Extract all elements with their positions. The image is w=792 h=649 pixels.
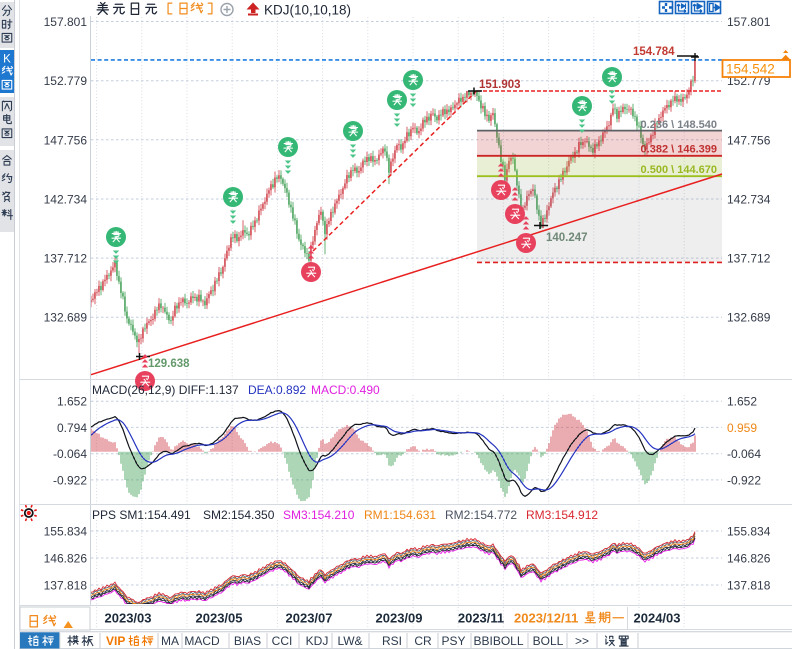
svg-text:0.794: 0.794	[57, 421, 87, 435]
svg-text:2024/03: 2024/03	[634, 611, 681, 626]
svg-text:-0.064: -0.064	[53, 447, 87, 461]
svg-text:PPS SM1:154.491: PPS SM1:154.491	[92, 508, 191, 522]
svg-text:142.734: 142.734	[44, 192, 88, 206]
svg-text:0.500 \ 144.670: 0.500 \ 144.670	[641, 164, 717, 176]
svg-text:DEA:0.892: DEA:0.892	[248, 383, 306, 397]
svg-text:154.784: 154.784	[633, 46, 675, 58]
svg-text:VIP: VIP	[106, 634, 125, 648]
svg-text:155.834: 155.834	[44, 525, 88, 539]
svg-text:147.756: 147.756	[727, 133, 771, 147]
svg-text:RSI: RSI	[382, 634, 402, 648]
svg-text:132.689: 132.689	[727, 311, 771, 325]
svg-text:129.638: 129.638	[148, 358, 190, 370]
svg-text:140.247: 140.247	[546, 232, 588, 244]
svg-text:0.382 \ 146.399: 0.382 \ 146.399	[641, 144, 717, 156]
svg-text:137.818: 137.818	[727, 579, 771, 593]
svg-text:137.712: 137.712	[44, 252, 88, 266]
svg-text:142.734: 142.734	[727, 192, 771, 206]
svg-text:2023/07: 2023/07	[286, 611, 333, 626]
svg-text:2023/05: 2023/05	[196, 611, 243, 626]
svg-text:-0.064: -0.064	[727, 447, 761, 461]
svg-text:K: K	[3, 54, 11, 66]
svg-text:137.818: 137.818	[44, 579, 88, 593]
svg-text:2023/03: 2023/03	[105, 611, 152, 626]
svg-text:BIAS: BIAS	[234, 634, 261, 648]
svg-text:2023/11: 2023/11	[458, 611, 504, 626]
svg-text:PSY: PSY	[441, 634, 465, 648]
svg-text:>>: >>	[575, 634, 589, 648]
svg-text:CR: CR	[414, 634, 432, 648]
svg-text:RM2:154.772: RM2:154.772	[445, 508, 517, 522]
svg-text:2023/12/11: 2023/12/11	[514, 611, 578, 626]
svg-text:151.903: 151.903	[479, 79, 521, 91]
svg-text:KDJ: KDJ	[306, 634, 329, 648]
svg-text:137.712: 137.712	[727, 252, 771, 266]
svg-text:1.652: 1.652	[57, 395, 87, 409]
svg-text:132.689: 132.689	[44, 311, 88, 325]
svg-text:152.779: 152.779	[44, 74, 88, 88]
svg-text:MA: MA	[161, 634, 179, 648]
svg-text:155.834: 155.834	[727, 525, 771, 539]
svg-text:-0.922: -0.922	[53, 473, 87, 487]
svg-text:CCI: CCI	[272, 634, 293, 648]
svg-text:154.542: 154.542	[726, 62, 775, 77]
svg-text:SM3:154.210: SM3:154.210	[283, 508, 355, 522]
svg-text:0.236 \ 148.540: 0.236 \ 148.540	[641, 119, 717, 131]
svg-text:147.756: 147.756	[44, 133, 88, 147]
svg-text:157.801: 157.801	[727, 15, 771, 29]
svg-text:1.652: 1.652	[727, 395, 757, 409]
svg-text:RM1:154.631: RM1:154.631	[364, 508, 436, 522]
svg-text:BBIBOLL: BBIBOLL	[473, 634, 523, 648]
svg-text:-0.922: -0.922	[727, 473, 761, 487]
svg-text:MACD:0.490: MACD:0.490	[311, 383, 380, 397]
svg-text:146.826: 146.826	[44, 552, 88, 566]
svg-text:RM3:154.912: RM3:154.912	[526, 508, 598, 522]
svg-text:LW&: LW&	[337, 634, 362, 648]
svg-text:2023/09: 2023/09	[376, 611, 423, 626]
svg-text:0.959: 0.959	[727, 421, 757, 435]
svg-text:157.801: 157.801	[44, 15, 88, 29]
svg-text:MACD(26,12,9) DIFF:1.137: MACD(26,12,9) DIFF:1.137	[92, 383, 239, 397]
svg-text:KDJ(10,10,18): KDJ(10,10,18)	[264, 3, 351, 18]
svg-text:MACD: MACD	[184, 634, 220, 648]
svg-text:BOLL: BOLL	[533, 634, 564, 648]
svg-text:146.826: 146.826	[727, 552, 771, 566]
svg-text:SM2:154.350: SM2:154.350	[203, 508, 275, 522]
